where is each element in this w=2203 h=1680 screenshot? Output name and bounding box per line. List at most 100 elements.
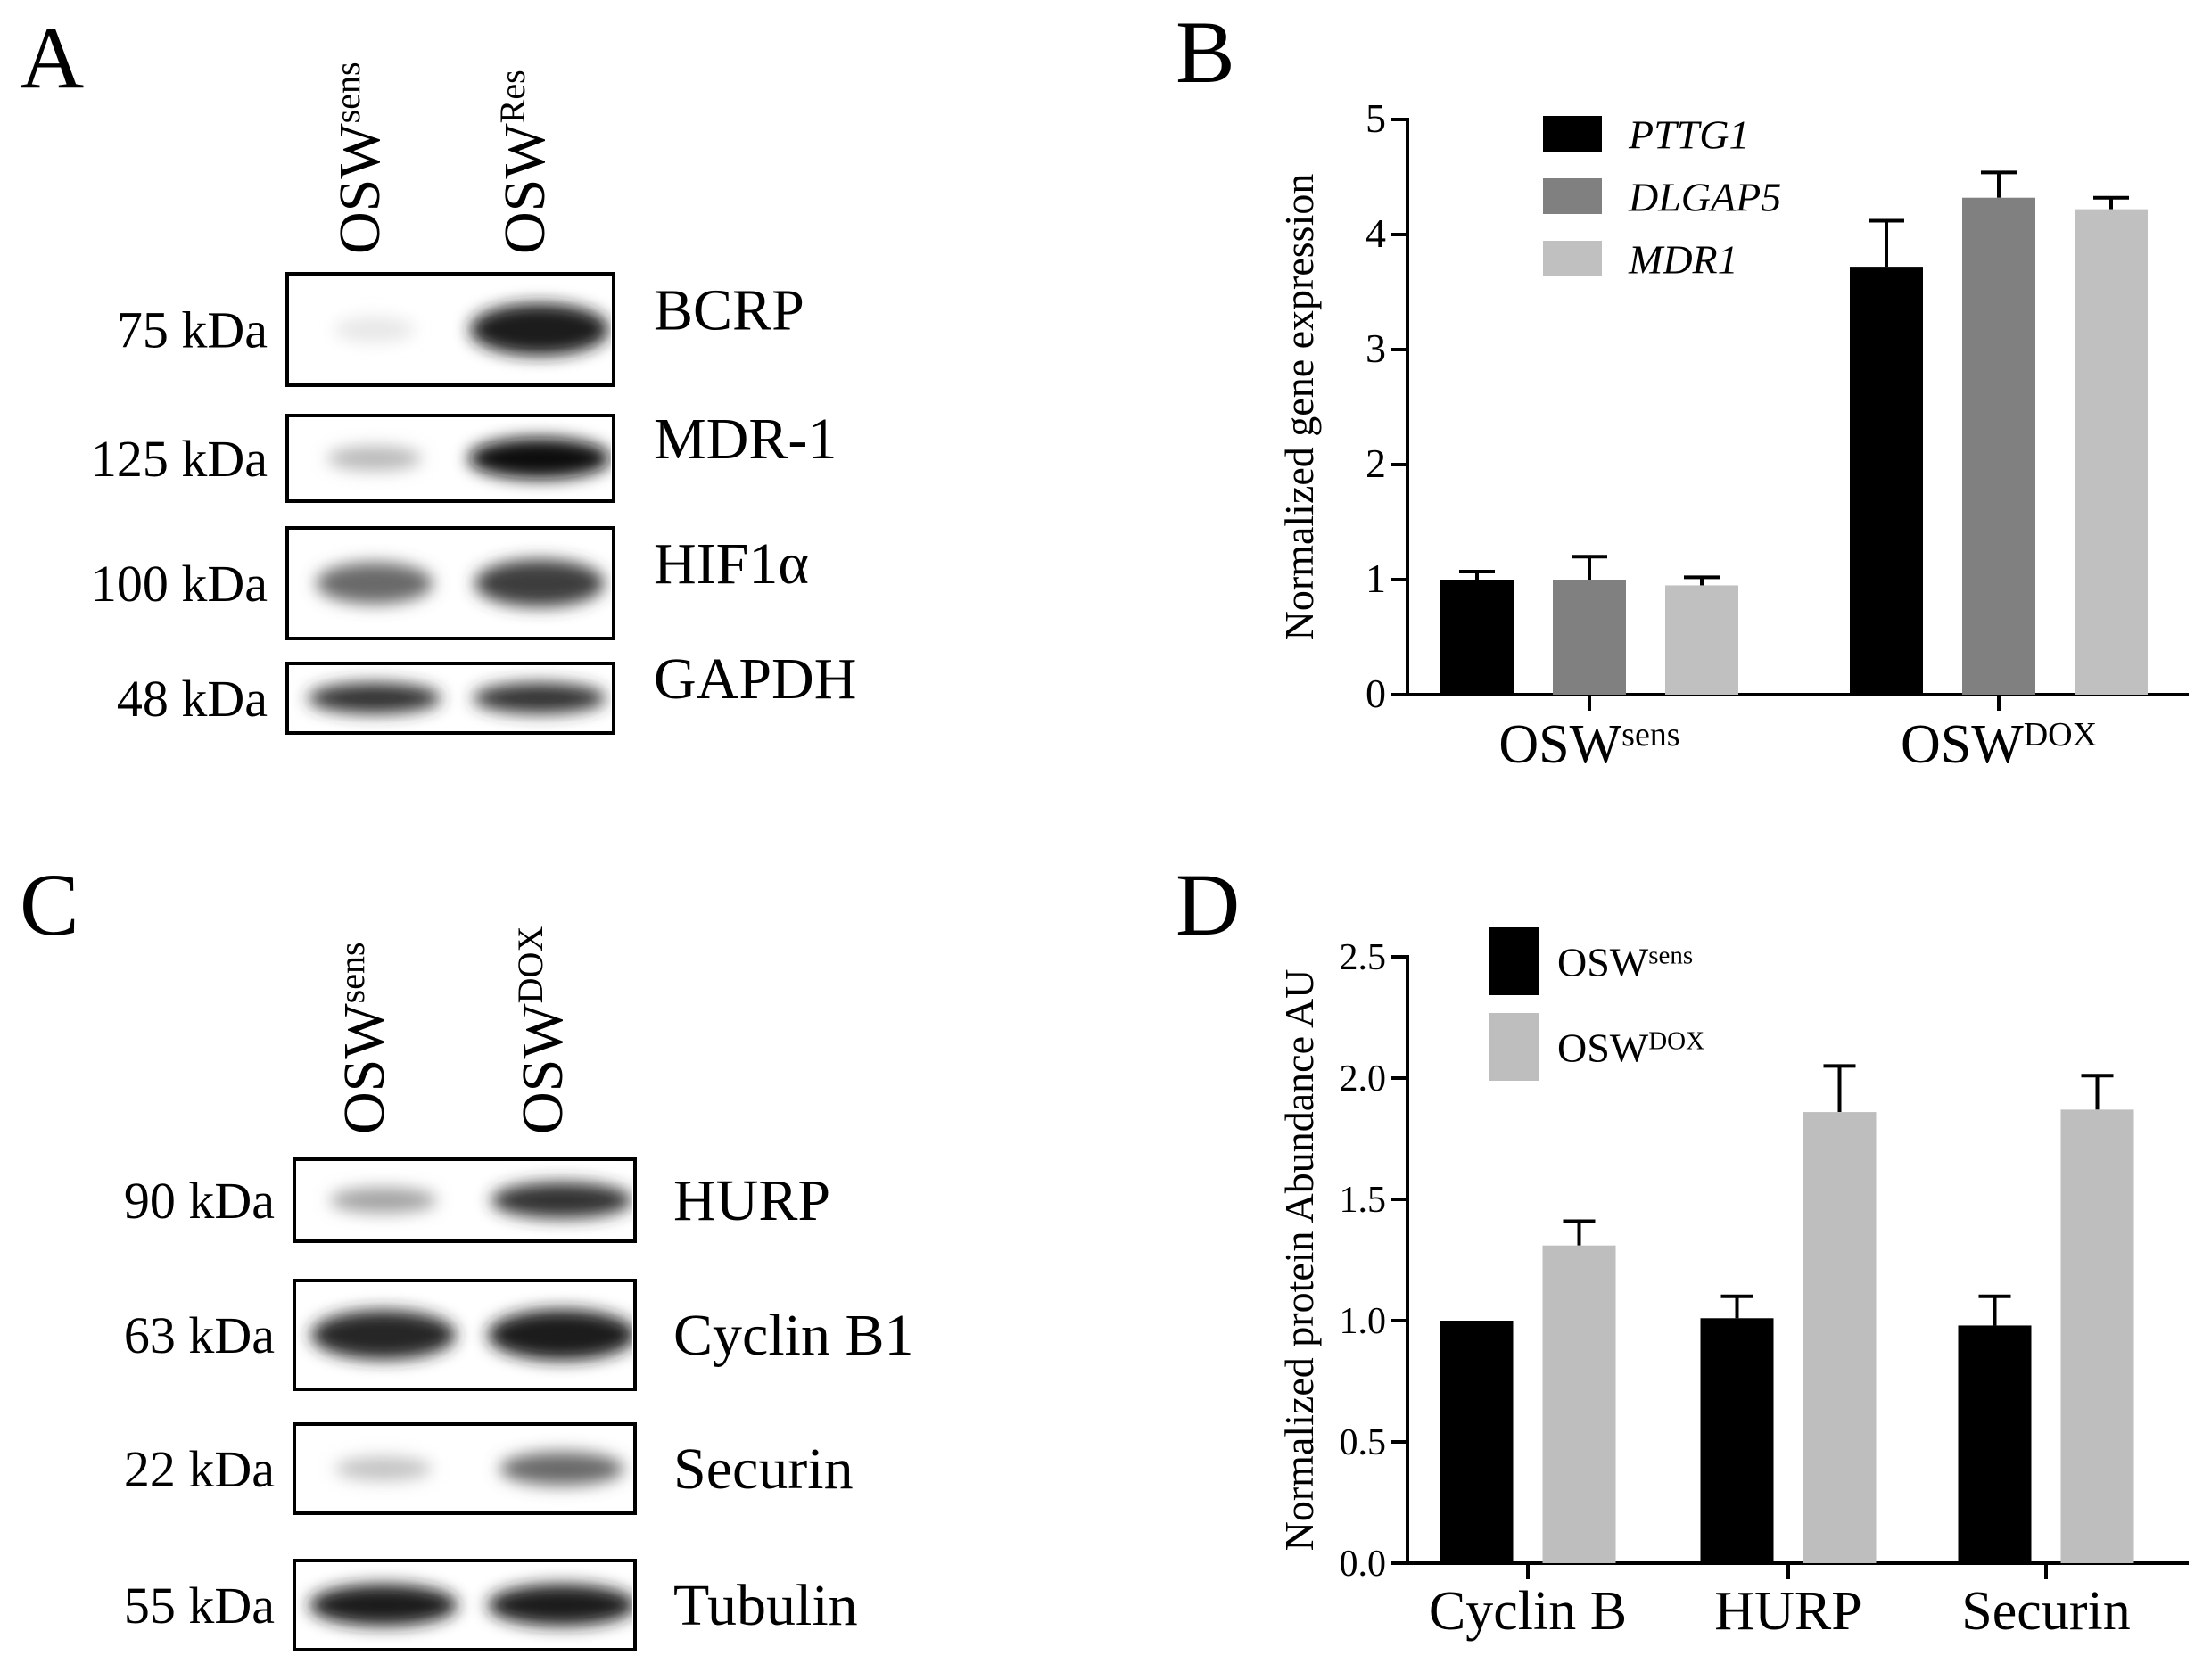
blot-mdr-1-band-lane-1 [327,446,422,471]
blot-gapdh-mw-label: 48 kDa [117,670,268,728]
bar [1962,197,2035,696]
panel-d: D 0.0 0.5 1.0 1.5 2.0 2.5 Normalized protein A… [1176,855,2189,1642]
blot-securin-band-lane-1 [334,1456,433,1481]
panel-b-letter: B [1176,3,1235,102]
panel-d-chart: 0.0 0.5 1.0 1.5 2.0 2.5 Normalized protein Abu… [1276,927,2189,1642]
x-category-label: Securin [1961,1581,2130,1642]
blot-tubulin-mw-label: 55 kDa [124,1577,275,1635]
blot-hif1-protein-label: HIF1α [654,531,809,597]
x-category-label-base: OSW [1498,714,1621,775]
y-tick-label: 2 [1366,441,1386,486]
blot-bcrp-band-lane-1 [334,317,416,342]
y-tick-label: 2.5 [1340,937,1387,978]
legend-label-base: OSW [1557,1025,1649,1071]
bar [1850,267,1923,695]
blot-cyclin-b1-mw-label: 63 kDa [124,1306,275,1364]
legend-swatch [1489,927,1539,995]
panel-c-blots: 90 kDa HURP 63 kDa Cyclin B1 22 kDa Securin 55… [124,1157,914,1651]
lane-label-superscript: DOX [510,926,550,1004]
x-category-label: OSWsens [1498,714,1679,775]
x-category-label: HURP [1714,1581,1861,1642]
legend-label: MDR1 [1628,237,1738,283]
bar [1440,580,1514,695]
lane-label-base: OSW [510,1003,575,1134]
y-tick-label: 1 [1366,556,1386,601]
blot-hurp-band-lane-2 [491,1182,632,1219]
blot-hif1-band-lane-2 [474,559,605,607]
legend-swatch [1543,241,1602,276]
blot-hurp-band-lane-1 [329,1187,438,1214]
blot-cyclin-b1-row: 63 kDa Cyclin B1 [124,1279,914,1391]
legend-swatch [1543,116,1602,152]
x-category-label-superscript: DOX [2024,716,2097,754]
legend-label: PTTG1 [1628,112,1749,158]
blot-securin-mw-label: 22 kDa [124,1440,275,1498]
blot-mdr-1-band-lane-2 [468,437,611,480]
legend-label-base: OSW [1557,940,1649,985]
blot-bcrp-mw-label: 75 kDa [117,301,268,359]
legend-label-superscript: sens [1648,942,1693,970]
lane-label-superscript: sens [327,62,367,123]
blot-hurp-row: 90 kDa HURP [124,1157,830,1243]
lane-label-base: OSW [327,123,392,254]
blot-gapdh-row: 48 kDa GAPDH [117,646,856,735]
blot-securin-row: 22 kDa Securin [124,1422,854,1515]
y-tick-label: 2.0 [1340,1058,1387,1099]
bar [1542,1245,1616,1563]
panel-c-lane-label-sens: OSWsens [332,942,398,1134]
x-category-label-superscript: sens [1621,716,1679,754]
blot-cyclin-b1-band-lane-2 [487,1309,632,1361]
panel-c: C OSWsens OSWDOX 90 kDa HURP 63 kDa Cyclin … [20,855,914,1651]
blot-hurp-protein-label: HURP [673,1168,830,1233]
legend-swatch [1489,1013,1539,1081]
panel-a-letter: A [20,8,84,107]
legend-label: OSWDOX [1557,1025,1704,1071]
y-tick-label: 4 [1366,210,1386,256]
blot-tubulin-row: 55 kDa Tubulin [124,1559,858,1651]
blot-gapdh-protein-label: GAPDH [654,646,856,712]
panel-a-lane-label-res: OSWRes [492,70,558,254]
x-category-label-base: OSW [1901,714,2024,775]
bar [1700,1318,1774,1563]
lane-label-superscript: sens [332,942,372,1003]
legend-label: DLGAP5 [1628,175,1781,220]
x-category-label: OSWDOX [1901,714,2097,775]
blot-securin-band-lane-2 [499,1452,624,1486]
y-axis-title: Normalized gene expression [1276,174,1322,641]
panel-a-blots: 75 kDa BCRP 125 kDa MDR-1 100 kDa HIF1α 48 kDa… [91,272,856,735]
bar [1665,585,1738,695]
legend-swatch [1543,178,1602,214]
panel-c-letter: C [20,855,79,954]
blot-bcrp-band-lane-2 [469,303,610,356]
blot-hurp-mw-label: 90 kDa [124,1172,275,1230]
lane-label-superscript: Res [492,70,532,123]
blot-hif1-mw-label: 100 kDa [91,555,268,613]
blot-gapdh-band-lane-2 [473,682,606,714]
blot-mdr-1-protein-label: MDR-1 [654,407,837,472]
blot-tubulin-band-lane-2 [487,1584,632,1626]
y-tick-label: 1.0 [1340,1301,1387,1342]
blot-gapdh-band-lane-1 [308,682,441,714]
legend-label: OSWsens [1557,940,1693,985]
y-tick-label: 1.5 [1340,1180,1387,1221]
bar [2075,209,2148,695]
bar [1958,1325,2032,1563]
blot-tubulin-band-lane-1 [309,1584,458,1626]
y-axis-title: Normalized protein Abundance AU [1276,969,1322,1552]
blot-cyclin-b1-band-lane-1 [310,1310,457,1360]
blot-hif1-row: 100 kDa HIF1α [91,526,809,640]
blot-cyclin-b1-protein-label: Cyclin B1 [673,1303,914,1368]
y-tick-label: 3 [1366,325,1386,371]
panel-d-letter: D [1176,855,1240,954]
y-tick-label: 0.5 [1340,1422,1387,1463]
y-tick-label: 0 [1366,671,1386,716]
blot-bcrp-protein-label: BCRP [654,278,804,343]
bar [1440,1321,1514,1563]
blot-securin-protein-label: Securin [673,1437,854,1502]
bar [1553,580,1626,695]
y-tick-label: 0.0 [1340,1544,1387,1585]
blot-bcrp-row: 75 kDa BCRP [117,272,804,387]
